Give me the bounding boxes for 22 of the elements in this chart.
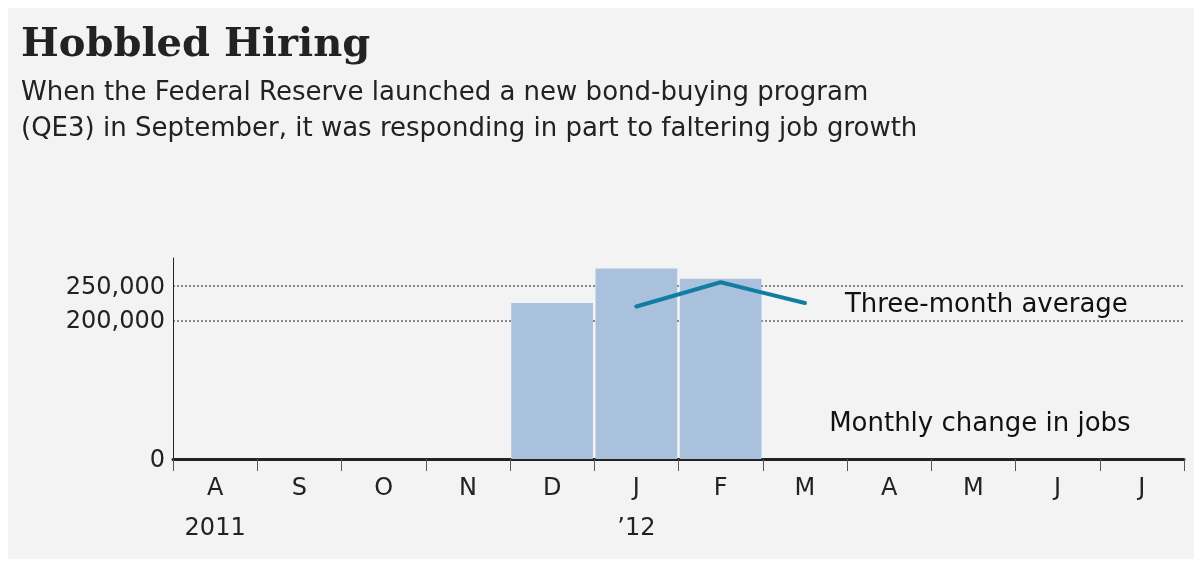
x-tick-label: M [794, 473, 816, 501]
series-label: Three-month average [843, 288, 1128, 319]
x-tick-label: F [713, 473, 728, 501]
x-tick-label: N [458, 473, 477, 501]
bar [679, 278, 762, 459]
x-tick-label: A 2011 [184, 473, 246, 541]
text: Monthly change in jobs [829, 407, 1131, 437]
y-tick-label: 0 [149, 445, 165, 473]
x-tick-label: J ’12 [617, 473, 656, 541]
x-tick-label: M [963, 473, 984, 501]
y-tick-label: 200,000 [65, 306, 165, 335]
x-tick-label: D [542, 473, 562, 501]
bar [595, 268, 678, 459]
x-tick-label: S [291, 473, 307, 501]
x-tick-label: J [1052, 473, 1062, 501]
x-tick-label: J [1136, 473, 1146, 501]
chart-title: Hobbled Hiring [21, 17, 371, 65]
x-tick-label: A [880, 473, 898, 501]
chart-subtitle: When the Federal Reserve launched a new bond-buying program (QE3) in September, it was responding in part to faltering job growth [21, 76, 918, 142]
x-tick-label: O [374, 473, 394, 501]
bar [511, 303, 593, 459]
y-tick-label: 250,000 [65, 271, 165, 300]
